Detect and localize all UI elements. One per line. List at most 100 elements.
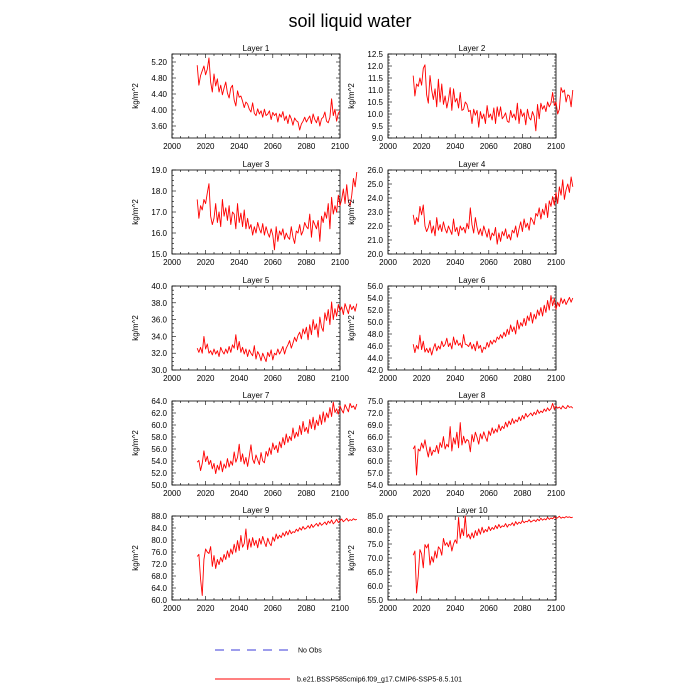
x-tick-label: 2080 — [298, 258, 316, 267]
x-tick-label: 2080 — [298, 374, 316, 383]
x-tick-label: 2000 — [379, 604, 397, 613]
x-tick-label: 2100 — [547, 489, 565, 498]
panel-title: Layer 10 — [456, 506, 488, 515]
x-tick-label: 2020 — [413, 258, 431, 267]
y-tick-label: 52.0 — [151, 469, 167, 478]
panel-title: Layer 6 — [459, 276, 486, 285]
x-tick-label: 2080 — [514, 604, 532, 613]
x-tick-label: 2020 — [413, 374, 431, 383]
panel-title: Layer 3 — [243, 160, 270, 169]
y-tick-label: 22.0 — [367, 222, 383, 231]
plot-frame — [387, 515, 557, 601]
y-tick-label: 54.0 — [367, 294, 383, 303]
panel-grid: Layer 1 2000 2020 2040 2060 2080 2100 3.60 4.00 4… — [131, 44, 574, 613]
y-tick-label: 80.0 — [367, 526, 383, 535]
y-tick-label: 60.0 — [367, 457, 383, 466]
y-tick-label: 48.0 — [367, 330, 383, 339]
plot-frame — [171, 169, 341, 255]
series-line — [196, 172, 358, 251]
x-tick-label: 2000 — [163, 604, 181, 613]
panel-layer-4: Layer 4 2000 2020 2040 2060 2080 2100 20.0 21.0 2… — [347, 160, 574, 267]
y-tick-label: 50.0 — [151, 481, 167, 490]
y-tick-label: 60.0 — [151, 596, 167, 605]
y-tick-label: 32.0 — [151, 349, 167, 358]
series-line — [412, 402, 574, 476]
x-tick-label: 2020 — [413, 604, 431, 613]
y-tick-label: 75.0 — [367, 397, 383, 406]
y-tick-label: 10.0 — [367, 110, 383, 119]
legend-no-obs-label: No Obs — [298, 648, 322, 655]
x-tick-label: 2100 — [547, 374, 565, 383]
y-tick-label: 24.0 — [367, 194, 383, 203]
plot-frame — [171, 515, 341, 601]
x-tick-label: 2080 — [298, 142, 316, 151]
y-tick-label: 4.40 — [151, 90, 167, 99]
y-tick-label: 21.0 — [367, 236, 383, 245]
y-tick-label: 30.0 — [151, 366, 167, 375]
legend-run-label: b.e21.BSSP585cmip6.f09_g17.CMIP6-SSP5-8.… — [297, 677, 462, 684]
x-tick-label: 2060 — [480, 604, 498, 613]
series-line — [412, 64, 574, 132]
x-tick-label: 2100 — [331, 142, 349, 151]
x-tick-label: 2040 — [230, 604, 248, 613]
y-tick-label: 88.0 — [151, 512, 167, 521]
x-tick-label: 2040 — [446, 374, 464, 383]
y-tick-label: 11.5 — [368, 74, 384, 83]
x-tick-label: 2040 — [446, 142, 464, 151]
y-tick-label: 85.0 — [367, 512, 383, 521]
y-tick-label: 36.0 — [151, 316, 167, 325]
y-tick-label: 80.0 — [151, 536, 167, 545]
y-tick-label: 12.5 — [367, 50, 383, 59]
x-tick-label: 2040 — [446, 258, 464, 267]
x-tick-label: 2020 — [413, 142, 431, 151]
y-axis-label: kg/m^2 — [131, 315, 140, 341]
plot-frame — [387, 400, 557, 486]
panel-title: Layer 5 — [243, 276, 270, 285]
x-tick-label: 2100 — [547, 258, 565, 267]
y-axis-label: kg/m^2 — [347, 430, 356, 456]
y-tick-label: 17.0 — [151, 208, 167, 217]
series-line — [196, 517, 357, 596]
panel-title: Layer 8 — [459, 391, 486, 400]
y-tick-label: 58.0 — [151, 433, 167, 442]
panel-title: Layer 2 — [459, 44, 486, 53]
y-tick-label: 9.5 — [372, 122, 384, 131]
x-tick-label: 2000 — [163, 374, 181, 383]
y-tick-label: 60.0 — [367, 582, 383, 591]
y-tick-label: 75.0 — [367, 540, 383, 549]
y-axis-label: kg/m^2 — [131, 199, 140, 225]
plot-frame — [387, 285, 557, 371]
y-tick-label: 42.0 — [367, 366, 383, 375]
y-tick-label: 54.0 — [367, 481, 383, 490]
plot-frame — [387, 53, 557, 139]
y-axis-label: kg/m^2 — [347, 83, 356, 109]
x-tick-label: 2040 — [446, 604, 464, 613]
y-tick-label: 60.0 — [151, 421, 167, 430]
y-tick-label: 19.0 — [151, 166, 167, 175]
y-tick-label: 84.0 — [151, 524, 167, 533]
y-tick-label: 76.0 — [151, 548, 167, 557]
x-tick-label: 2020 — [197, 142, 215, 151]
y-axis-label: kg/m^2 — [131, 430, 140, 456]
x-tick-label: 2080 — [514, 258, 532, 267]
x-tick-label: 2100 — [331, 374, 349, 383]
y-tick-label: 65.0 — [367, 568, 383, 577]
y-tick-label: 64.0 — [151, 397, 167, 406]
y-axis-label: kg/m^2 — [131, 545, 140, 571]
panel-layer-2: Layer 2 2000 2020 2040 2060 2080 2100 9.0 9.5 10.… — [347, 44, 574, 151]
x-tick-label: 2020 — [197, 604, 215, 613]
y-tick-label: 16.0 — [151, 229, 167, 238]
x-tick-label: 2040 — [230, 489, 248, 498]
series-line — [196, 301, 358, 363]
x-tick-label: 2060 — [264, 604, 282, 613]
plot-frame — [171, 285, 341, 371]
y-tick-label: 11.0 — [368, 86, 384, 95]
y-tick-label: 44.0 — [367, 354, 383, 363]
x-tick-label: 2060 — [264, 258, 282, 267]
series-line — [412, 176, 574, 245]
series-line — [412, 295, 574, 356]
x-tick-label: 2060 — [264, 489, 282, 498]
series-line — [412, 515, 573, 594]
x-tick-label: 2020 — [197, 489, 215, 498]
y-tick-label: 15.0 — [151, 250, 167, 259]
